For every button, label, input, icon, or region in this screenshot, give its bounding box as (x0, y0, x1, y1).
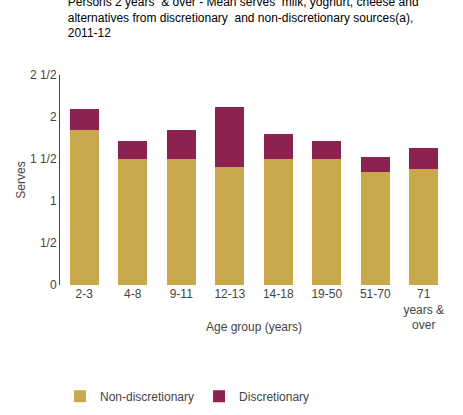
svg-text:1 1/2: 1 1/2 (30, 152, 57, 166)
svg-text:4-8: 4-8 (124, 287, 142, 301)
svg-text:19-50: 19-50 (311, 287, 342, 301)
svg-text:Serves: Serves (14, 161, 28, 198)
svg-text:2-3: 2-3 (76, 287, 94, 301)
svg-text:Non-discretionary: Non-discretionary (100, 390, 194, 404)
svg-text:12-13: 12-13 (214, 287, 245, 301)
svg-text:14-18: 14-18 (263, 287, 294, 301)
svg-text:0: 0 (50, 278, 57, 292)
svg-text:1: 1 (50, 194, 57, 208)
svg-text:2 1/2: 2 1/2 (30, 68, 57, 82)
svg-text:Age group (years): Age group (years) (206, 320, 302, 334)
svg-text:2: 2 (50, 110, 57, 124)
svg-text:9-11: 9-11 (170, 287, 193, 301)
svg-text:Discretionary: Discretionary (239, 390, 309, 404)
svg-text:71years &over: 71years &over (403, 287, 444, 332)
svg-text:1/2: 1/2 (40, 236, 57, 250)
svg-text:Persons 2 years & over - Mean: Persons 2 years & over - Mean serves mil… (68, 0, 419, 40)
svg-text:51-70: 51-70 (360, 287, 391, 301)
